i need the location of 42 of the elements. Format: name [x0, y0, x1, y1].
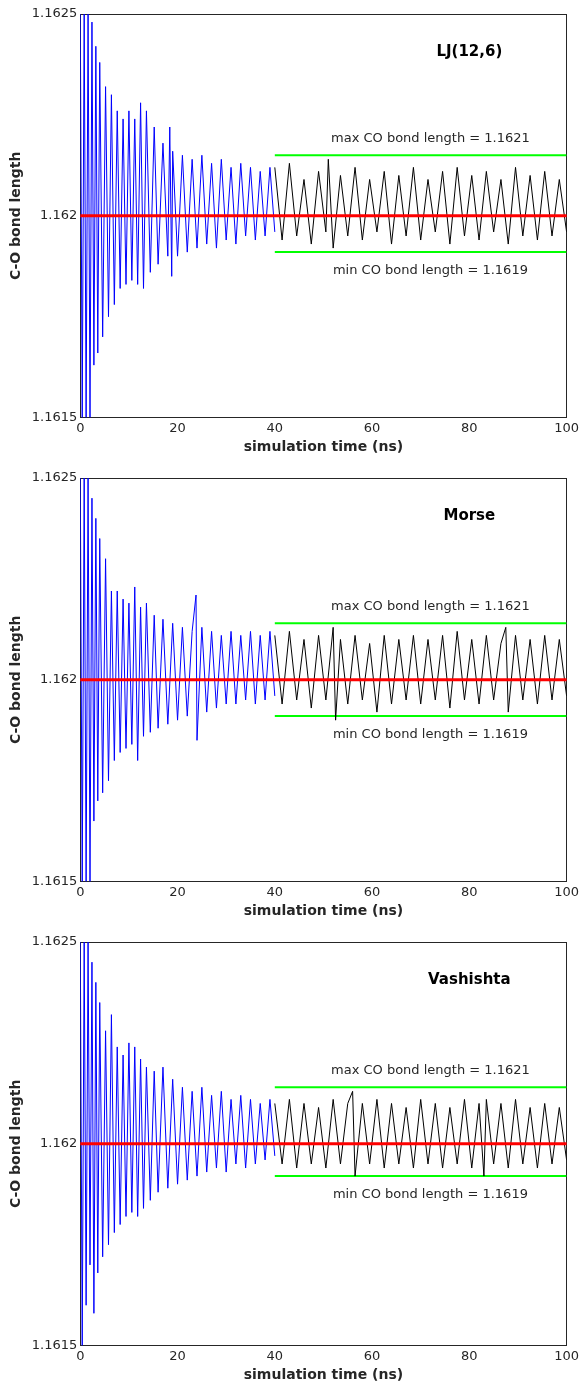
x-axis-title: simulation time (ns) [243, 1366, 404, 1383]
x-tick-label: 20 [169, 1347, 186, 1363]
y-tick-label: 1.1615 [31, 1336, 78, 1352]
y-tick-label: 1.1625 [31, 933, 78, 949]
x-tick-label: 100 [554, 883, 580, 899]
x-tick-label: 40 [266, 1347, 284, 1363]
text: Vashishta [428, 969, 511, 988]
x-tick-label: 20 [169, 419, 186, 435]
y-tick-label: 1.162 [40, 671, 78, 687]
x-tick-label: 20 [169, 883, 186, 899]
annotation: min CO bond length = 1.1619 [332, 262, 528, 277]
annotation: max CO bond length = 1.1621 [331, 1062, 530, 1078]
x-tick-label: 80 [461, 419, 478, 435]
x-tick-label: 80 [461, 1347, 478, 1363]
annotation: max CO bond length = 1.1621 [331, 130, 530, 146]
x-tick-label: 40 [266, 883, 284, 899]
y-tick-label: 1.1615 [31, 872, 78, 888]
x-axis-title: simulation time (ns) [243, 902, 404, 919]
text: Morse [443, 505, 496, 524]
annotation: min CO bond length = 1.1619 [332, 1185, 528, 1201]
x-tick-label: 100 [554, 419, 580, 435]
x-tick-label: 40 [266, 419, 284, 435]
annotation: min CO bond length = 1.1619 [332, 726, 528, 741]
y-tick-label: 1.162 [40, 207, 78, 223]
y-tick-label: 1.1615 [31, 408, 78, 424]
y-axis-title: C-O bond length [7, 1079, 24, 1209]
y-axis-title: C-O bond length [7, 151, 24, 281]
x-axis-title: simulation time (ns) [243, 438, 404, 455]
x-tick-label: 60 [363, 1347, 381, 1363]
x-tick-label: 60 [363, 419, 381, 435]
y-axis-title: C-O bond length [7, 615, 24, 745]
x-tick-label: 0 [76, 1347, 85, 1363]
y-tick-label: 1.1625 [31, 5, 78, 21]
annotation: max CO bond length = 1.1621 [331, 598, 530, 614]
x-tick-label: 60 [363, 883, 381, 899]
text: LJ(12,6) [436, 41, 503, 60]
x-tick-label: 0 [76, 883, 85, 899]
y-tick-label: 1.162 [40, 1135, 78, 1151]
x-tick-label: 80 [461, 883, 478, 899]
y-tick-label: 1.1625 [31, 469, 78, 485]
x-tick-label: 100 [554, 1347, 580, 1363]
x-tick-label: 0 [76, 419, 85, 435]
